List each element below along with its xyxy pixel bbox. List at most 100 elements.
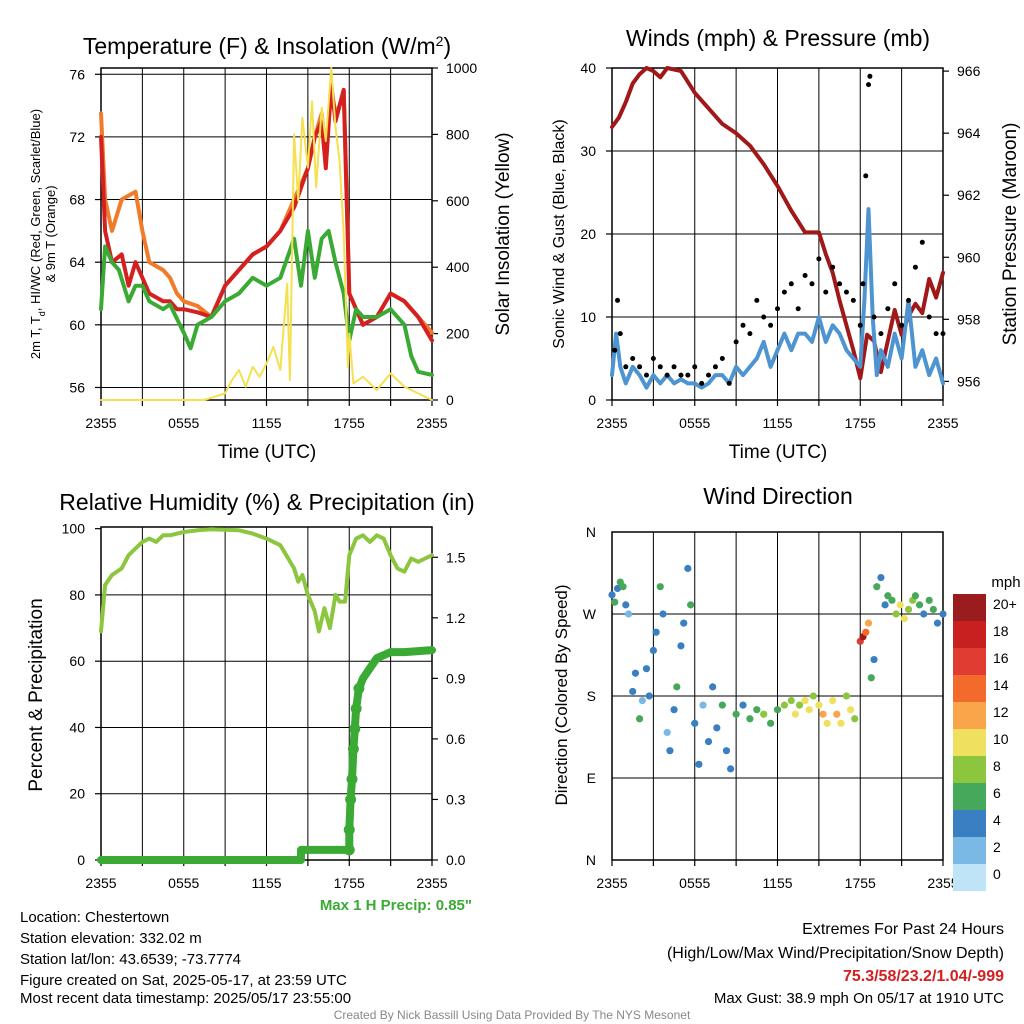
panel-humidity: Relative Humidity (%) & Precipitation (i… (26, 489, 475, 914)
gust-point (871, 314, 877, 320)
temp-series (99, 67, 434, 401)
direction-point (670, 706, 678, 714)
y-right-tick-label: 962 (957, 187, 981, 203)
y-right-tick-label: 0 (446, 392, 454, 408)
gust-point (809, 281, 815, 287)
direction-point (864, 619, 873, 627)
y-tick-label: 10 (580, 309, 596, 325)
gust-point (664, 372, 670, 378)
wdir-title: Wind Direction (703, 483, 853, 509)
legend-label: 6 (993, 785, 1001, 801)
direction-point (631, 669, 640, 677)
gust-point (843, 289, 849, 295)
gust-point (712, 364, 718, 370)
y-tick-label: 68 (69, 192, 85, 208)
gust-point (866, 82, 872, 88)
legend-title: mph (991, 574, 1020, 591)
precip-point (347, 743, 359, 755)
direction-point (691, 719, 699, 727)
direction-point (622, 601, 630, 609)
direction-point (635, 715, 644, 723)
direction-point (915, 601, 924, 609)
direction-point (699, 701, 707, 709)
gust-point (878, 331, 884, 337)
pressure-ylabel: Station Pressure (Maroon) (1000, 123, 1021, 346)
direction-point (709, 683, 717, 691)
direction-point (904, 605, 913, 614)
y-tick-label: 20 (69, 786, 85, 802)
gust-point (885, 306, 891, 312)
gust-point (726, 380, 732, 386)
x-tick-label: 1755 (845, 875, 876, 891)
panel-temperature: Temperature (F) & Insolation (W/m2) 56 60… (28, 33, 514, 463)
direction-point (837, 719, 845, 727)
y-tick-label: 20 (580, 226, 596, 242)
gust-point (733, 339, 739, 345)
precip-point (346, 773, 358, 785)
direction-point (842, 692, 851, 700)
direction-point (780, 701, 788, 709)
rh-title: Relative Humidity (%) & Precipitation (i… (59, 489, 474, 515)
precip-y-ticks: 0.0 0.3 0.6 0.9 1.2 1.5 (446, 549, 466, 868)
wdir-ylabel: Direction (Colored By Speed) (552, 584, 571, 805)
legend-swatch (953, 783, 986, 810)
max-precip-label: Max 1 H Precip: 0.85" (320, 897, 472, 914)
legend-label: 8 (993, 758, 1001, 774)
temp-title: Temperature (F) & Insolation (W/m2) (83, 33, 451, 59)
gust-point (857, 322, 863, 328)
x-tick-label: 0555 (679, 875, 710, 891)
gust-point (899, 322, 905, 328)
x-tick-label: 2355 (416, 415, 447, 431)
extremes-subtitle: (High/Low/Max Wind/Precipitation/Snow De… (667, 945, 1004, 962)
direction-point (791, 710, 800, 718)
gust-point (867, 73, 873, 79)
y-right-tick-label: 956 (957, 373, 981, 389)
wdir-y-ticks: N E S W N (583, 524, 597, 868)
direction-point (624, 610, 633, 618)
y-tick-label: S (587, 688, 596, 704)
legend-label: 14 (993, 677, 1009, 693)
x-tick-label: 2355 (416, 875, 447, 891)
gust-point (685, 372, 691, 378)
x-tick-label: 1155 (251, 415, 281, 431)
temp-grid (95, 67, 438, 406)
x-tick-label: 2355 (85, 415, 116, 431)
legend-swatch (953, 621, 986, 648)
gust-point (612, 347, 618, 353)
y-tick-label: 76 (69, 66, 85, 82)
direction-point (900, 614, 908, 623)
gust-point (615, 297, 621, 303)
gust-point (747, 331, 753, 337)
insolation-ylabel: Solar Insolation (Yellow) (493, 132, 514, 335)
gust-point (919, 239, 925, 245)
direction-point (638, 696, 646, 705)
direction-point (939, 610, 947, 618)
latlon-text: Station lat/lon: 43.6539; -73.7774 (20, 951, 241, 968)
rh-y-ticks: 0 20 40 60 80 100 (62, 521, 86, 868)
y-tick-label: 0 (588, 392, 596, 408)
direction-point (608, 591, 616, 599)
direction-point (663, 728, 671, 737)
x-tick-label: 1755 (845, 415, 876, 431)
gust-point (860, 281, 866, 287)
winds-title: Winds (mph) & Pressure (mb) (626, 25, 930, 51)
direction-point (659, 610, 667, 618)
recent-data-text: Most recent data timestamp: 2025/05/17 2… (20, 990, 351, 1007)
direction-point (805, 706, 813, 714)
direction-point (809, 692, 817, 700)
gust-point (816, 256, 822, 262)
x-tick-label: 0555 (168, 415, 199, 431)
direction-point (873, 583, 881, 591)
legend-swatch (953, 729, 986, 756)
gust-point (740, 322, 746, 328)
max-gust-text: Max Gust: 38.9 mph On 05/17 at 1910 UTC (714, 990, 1004, 1007)
panel-winds: Winds (mph) & Pressure (mb) 0 10 20 30 40 95… (551, 25, 1021, 463)
gust-point (781, 289, 787, 295)
gust-point (906, 297, 912, 303)
direction-point (619, 583, 627, 591)
y-tick-label: 40 (580, 60, 596, 76)
pressure-y-ticks: 956 958 960 962 964 966 (957, 63, 981, 389)
direction-point (718, 701, 726, 709)
legend-swatch (953, 702, 986, 729)
y-right-tick-label: 400 (446, 259, 470, 275)
